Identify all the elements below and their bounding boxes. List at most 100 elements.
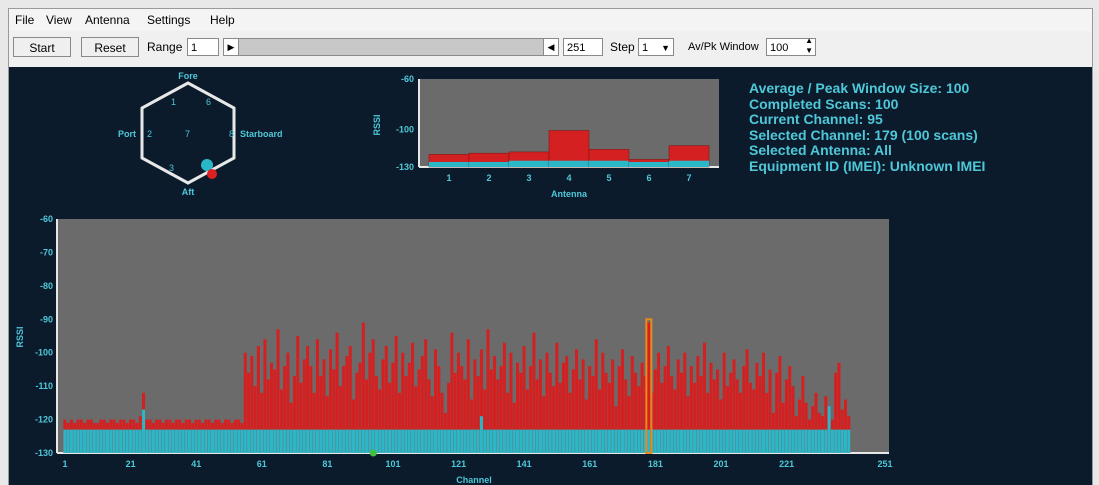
channel-average-bar <box>430 429 434 453</box>
menu-file[interactable]: File <box>15 13 35 27</box>
antenna-y-tick-label: -60 <box>401 74 414 84</box>
channel-peak-bar <box>791 386 795 453</box>
channel-peak-bar <box>709 362 713 453</box>
channel-peak-bar <box>322 359 326 453</box>
channel-peak-bar <box>768 369 772 453</box>
channel-peak-bar <box>483 389 487 453</box>
starboard-label: Starboard <box>240 129 283 139</box>
menu-view[interactable]: View <box>46 13 72 27</box>
range-right-arrow-icon[interactable]: ▶ <box>223 38 239 56</box>
channel-average-bar <box>273 429 277 453</box>
antenna-xlabel: Antenna <box>551 189 588 199</box>
channel-peak-bar <box>680 372 684 453</box>
channel-peak-bar <box>279 389 283 453</box>
channel-peak-bar <box>414 386 418 453</box>
start-button[interactable]: Start <box>13 37 71 57</box>
channel-peak-bar <box>260 392 264 453</box>
channel-average-bar <box>479 416 483 453</box>
channel-peak-bar <box>630 356 634 453</box>
window-spinner[interactable]: 100 ▲ ▼ <box>766 36 816 56</box>
channel-peak-bar <box>394 336 398 453</box>
channel-average-bar <box>807 429 811 453</box>
channel-average-bar <box>384 429 388 453</box>
channel-peak-bar <box>798 399 802 453</box>
channel-peak-bar <box>693 382 697 453</box>
channel-average-bar <box>535 429 539 453</box>
info-current-channel: Current Channel: 95 <box>749 111 883 127</box>
antenna-average-bar <box>629 161 669 167</box>
channel-average-bar <box>253 429 257 453</box>
channel-peak-bar <box>755 362 759 453</box>
channel-average-bar <box>680 429 684 453</box>
channel-average-bar <box>335 429 339 453</box>
channel-average-bar <box>745 429 749 453</box>
channel-peak-bar <box>545 352 549 453</box>
channel-average-bar <box>73 429 77 453</box>
channel-average-bar <box>781 429 785 453</box>
channel-peak-bar <box>253 386 257 453</box>
channel-y-tick-label: -130 <box>35 448 53 458</box>
channel-average-bar <box>178 429 182 453</box>
channel-average-bar <box>506 429 510 453</box>
channel-peak-bar <box>411 342 415 453</box>
channel-average-bar <box>801 429 805 453</box>
channel-average-bar <box>214 429 218 453</box>
channel-average-bar <box>522 429 526 453</box>
channel-average-bar <box>696 429 700 453</box>
channel-peak-bar <box>473 359 477 453</box>
channel-average-bar <box>811 429 815 453</box>
channel-average-bar <box>627 429 631 453</box>
channel-average-bar <box>165 429 169 453</box>
channel-peak-bar <box>493 356 497 453</box>
channel-average-bar <box>725 429 729 453</box>
step-value: 1 <box>642 42 649 54</box>
channel-average-bar <box>617 429 621 453</box>
channel-average-bar <box>296 429 300 453</box>
channel-average-bar <box>552 429 556 453</box>
range-slider-track[interactable] <box>239 38 543 56</box>
channel-average-bar <box>614 429 618 453</box>
menu-settings[interactable]: Settings <box>147 13 191 27</box>
channel-peak-bar <box>486 329 490 453</box>
aft-label: Aft <box>182 187 195 197</box>
channel-average-bar <box>401 429 405 453</box>
channel-average-bar <box>765 429 769 453</box>
range-left-arrow-icon[interactable]: ◀ <box>543 38 559 56</box>
channel-peak-bar <box>558 382 562 453</box>
channel-average-bar <box>168 429 172 453</box>
channel-peak-bar <box>476 376 480 453</box>
channel-average-bar <box>315 429 319 453</box>
spinner-arrows-icon[interactable]: ▲ ▼ <box>805 36 813 55</box>
channel-peak-bar <box>325 396 329 453</box>
channel-average-bar <box>748 429 752 453</box>
channel-average-bar <box>371 429 375 453</box>
channel-peak-bar <box>758 376 762 453</box>
channel-peak-bar <box>456 352 460 453</box>
channel-average-bar <box>417 429 421 453</box>
step-select[interactable]: 1 ▼ <box>638 38 674 56</box>
channel-x-tick-label: 21 <box>126 459 136 469</box>
channel-peak-bar <box>594 339 598 453</box>
channel-average-bar <box>122 429 126 453</box>
channel-average-bar <box>89 429 93 453</box>
channel-average-bar <box>630 429 634 453</box>
display-panel: Fore Aft Port Starboard 1 6 2 7 8 3 RSSI… <box>9 67 1092 485</box>
menu-antenna[interactable]: Antenna <box>85 13 130 27</box>
reset-button[interactable]: Reset <box>81 37 139 57</box>
channel-average-bar <box>561 429 565 453</box>
range-end-input[interactable]: 251 <box>563 38 603 56</box>
channel-average-bar <box>263 429 267 453</box>
channel-peak-bar <box>404 376 408 453</box>
channel-peak-bar <box>607 382 611 453</box>
channel-peak-bar <box>591 376 595 453</box>
channel-average-bar <box>102 429 106 453</box>
info-selected-antenna: Selected Antenna: All <box>749 142 892 158</box>
channel-peak-bar <box>479 349 483 453</box>
channel-peak-bar <box>374 376 378 453</box>
menu-help[interactable]: Help <box>210 13 235 27</box>
antenna-1-label: 1 <box>171 97 176 107</box>
channel-x-tick-label: 41 <box>191 459 201 469</box>
range-start-input[interactable]: 1 <box>187 38 219 56</box>
channel-average-bar <box>735 429 739 453</box>
channel-average-bar <box>657 429 661 453</box>
